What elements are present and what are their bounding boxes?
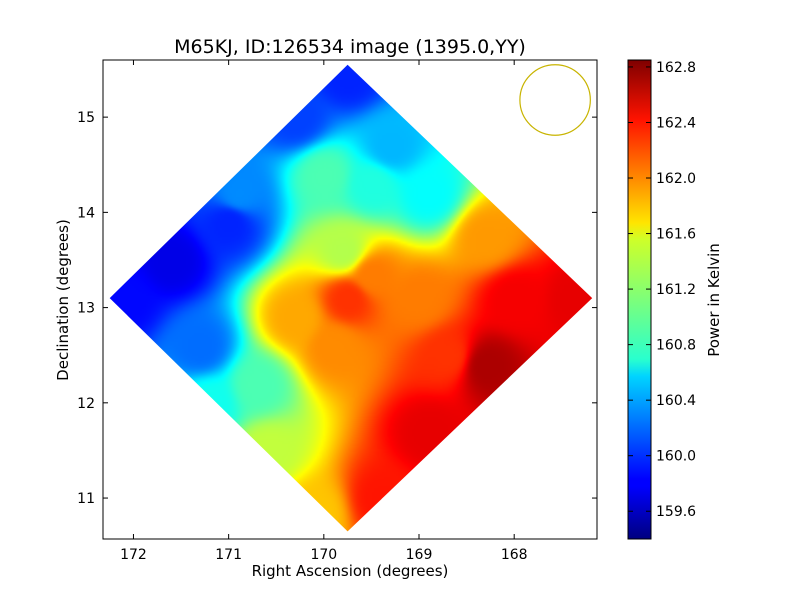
colorbar-ticks: 159.6 160.0 160.4 160.8 161.2 161.6 162.0 162.4… — [628, 60, 696, 520]
colorbar-tick-label: 161.6 — [656, 227, 696, 243]
beam-circle — [519, 64, 591, 136]
colorbar-tick-label: 160.4 — [656, 393, 696, 409]
y-axis-label: Declination (degrees) — [54, 219, 72, 381]
colorbar-tick-label: 162.4 — [656, 115, 696, 131]
colorbar-tick-label: 159.6 — [656, 504, 696, 520]
y-axis: 11 12 13 14 15 — [77, 110, 597, 507]
x-tick-label: 171 — [215, 547, 242, 563]
chart-title: M65KJ, ID:126534 image (1395.0,YY) — [174, 36, 526, 58]
colorbar — [627, 59, 652, 540]
colorbar-tick-label: 162.8 — [656, 60, 696, 76]
plot-frame — [102, 59, 598, 540]
x-tick-label: 169 — [406, 547, 433, 563]
y-tick-label: 13 — [77, 301, 95, 317]
colorbar-tick-label: 161.2 — [656, 282, 696, 298]
x-axis: 172 171 170 169 168 — [120, 60, 528, 563]
y-tick-label: 12 — [77, 396, 95, 412]
heatmap-image — [109, 64, 593, 532]
y-tick-label: 11 — [77, 491, 95, 507]
y-tick-label: 14 — [77, 205, 95, 221]
x-tick-label: 170 — [310, 547, 337, 563]
heatmap-layer — [109, 64, 593, 532]
colorbar-tick-label: 160.0 — [656, 449, 696, 465]
colorbar-tick-label: 160.8 — [656, 338, 696, 354]
x-tick-label: 168 — [501, 547, 528, 563]
x-tick-label: 172 — [120, 547, 147, 563]
colorbar-label: Power in Kelvin — [705, 243, 723, 357]
x-axis-label: Right Ascension (degrees) — [252, 562, 449, 580]
colorbar-tick-label: 162.0 — [656, 171, 696, 187]
y-tick-label: 15 — [77, 110, 95, 126]
